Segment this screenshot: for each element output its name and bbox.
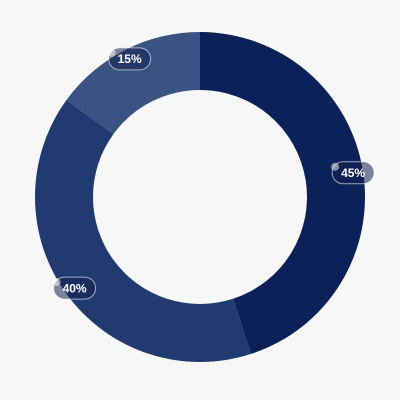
value-label: 15% — [107, 47, 152, 71]
value-label: 45% — [331, 161, 375, 185]
label-glow — [52, 278, 61, 287]
value-label-text: 45% — [341, 166, 365, 180]
label-pill — [331, 161, 375, 185]
value-label: 40% — [52, 276, 97, 300]
value-label-text: 15% — [118, 52, 142, 66]
label-glow — [331, 162, 340, 171]
label-pill — [53, 276, 97, 300]
value-label-text: 40% — [63, 281, 87, 295]
donut-segment — [66, 32, 200, 135]
donut-segment — [200, 32, 365, 354]
label-pill — [108, 47, 152, 71]
label-glow — [107, 48, 116, 57]
